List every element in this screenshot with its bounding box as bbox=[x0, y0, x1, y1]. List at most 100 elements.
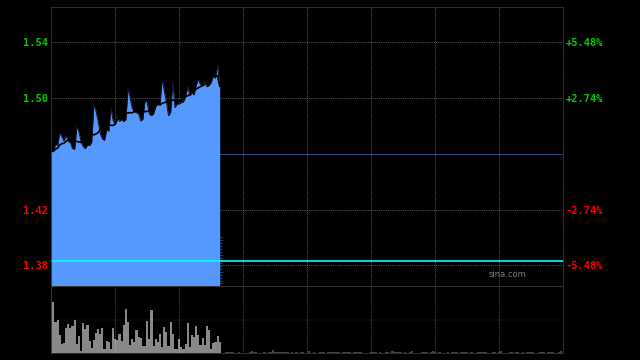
Bar bbox=[296, 352, 298, 353]
Bar bbox=[131, 339, 133, 353]
Bar bbox=[332, 352, 334, 353]
Bar bbox=[283, 352, 285, 353]
Bar bbox=[238, 352, 240, 353]
Bar bbox=[323, 352, 325, 353]
Bar bbox=[161, 347, 163, 353]
Bar bbox=[104, 349, 106, 353]
Bar bbox=[229, 352, 232, 353]
Bar bbox=[202, 338, 204, 353]
Bar bbox=[78, 336, 80, 353]
Bar bbox=[93, 340, 95, 353]
Bar bbox=[349, 352, 351, 353]
Bar bbox=[308, 351, 310, 353]
Bar bbox=[379, 352, 381, 353]
Bar bbox=[319, 352, 321, 353]
Bar bbox=[172, 334, 174, 353]
Bar bbox=[216, 336, 219, 353]
Bar bbox=[168, 346, 170, 353]
Bar bbox=[532, 352, 534, 353]
Bar bbox=[560, 351, 562, 353]
Bar bbox=[462, 352, 464, 353]
Bar bbox=[530, 352, 532, 353]
Bar bbox=[549, 352, 552, 353]
Bar bbox=[170, 322, 172, 353]
Bar bbox=[88, 341, 91, 353]
Bar bbox=[174, 349, 176, 353]
Bar bbox=[165, 332, 168, 353]
Bar bbox=[396, 352, 398, 353]
Bar bbox=[434, 352, 436, 353]
Bar bbox=[483, 352, 485, 353]
Bar bbox=[353, 352, 355, 353]
Bar bbox=[500, 351, 502, 353]
Bar bbox=[144, 346, 146, 353]
Bar bbox=[106, 341, 108, 353]
Bar bbox=[159, 334, 161, 353]
Bar bbox=[127, 322, 129, 353]
Bar bbox=[76, 344, 78, 353]
Bar bbox=[148, 339, 150, 353]
Bar bbox=[101, 328, 104, 353]
Bar bbox=[210, 349, 212, 353]
Bar bbox=[99, 334, 101, 353]
Bar bbox=[411, 351, 413, 353]
Bar bbox=[370, 352, 372, 353]
Bar bbox=[330, 352, 332, 353]
Bar bbox=[432, 351, 434, 353]
Bar bbox=[163, 327, 165, 353]
Bar bbox=[492, 352, 494, 353]
Bar bbox=[138, 337, 140, 353]
Bar bbox=[63, 343, 65, 353]
Bar bbox=[278, 352, 280, 353]
Bar bbox=[291, 352, 293, 353]
Bar bbox=[494, 352, 496, 353]
Bar bbox=[470, 352, 472, 353]
Bar bbox=[91, 348, 93, 353]
Bar bbox=[424, 352, 426, 353]
Bar bbox=[558, 352, 560, 353]
Bar bbox=[268, 352, 270, 353]
Bar bbox=[84, 329, 86, 353]
Bar bbox=[438, 352, 440, 353]
Bar bbox=[110, 349, 112, 353]
Bar bbox=[338, 352, 340, 353]
Bar bbox=[123, 325, 125, 353]
Bar bbox=[184, 344, 187, 353]
Bar bbox=[270, 352, 272, 353]
Bar bbox=[54, 322, 56, 353]
Bar bbox=[56, 320, 59, 353]
Bar bbox=[248, 352, 251, 353]
Bar bbox=[95, 333, 97, 353]
Bar bbox=[285, 352, 287, 353]
Bar bbox=[321, 352, 323, 353]
Bar bbox=[65, 328, 67, 353]
Bar bbox=[404, 352, 406, 353]
Bar bbox=[541, 352, 543, 353]
Bar bbox=[67, 324, 69, 353]
Bar bbox=[466, 352, 468, 353]
Bar bbox=[178, 339, 180, 353]
Bar bbox=[426, 351, 428, 353]
Bar bbox=[460, 352, 462, 353]
Bar bbox=[515, 352, 517, 353]
Bar bbox=[227, 352, 229, 353]
Bar bbox=[372, 352, 374, 353]
Bar bbox=[197, 335, 200, 353]
Bar bbox=[108, 342, 110, 353]
Bar bbox=[360, 352, 362, 353]
Bar bbox=[86, 324, 88, 353]
Bar bbox=[552, 352, 554, 353]
Bar bbox=[80, 351, 82, 353]
Bar bbox=[509, 352, 511, 353]
Bar bbox=[336, 352, 338, 353]
Bar bbox=[155, 339, 157, 353]
Bar bbox=[464, 352, 466, 353]
Bar bbox=[112, 328, 114, 353]
Bar bbox=[157, 342, 159, 353]
Bar bbox=[59, 335, 61, 353]
Bar bbox=[385, 352, 387, 353]
Bar bbox=[394, 352, 396, 353]
Bar bbox=[456, 352, 458, 353]
Bar bbox=[498, 351, 500, 353]
Bar bbox=[208, 330, 210, 353]
